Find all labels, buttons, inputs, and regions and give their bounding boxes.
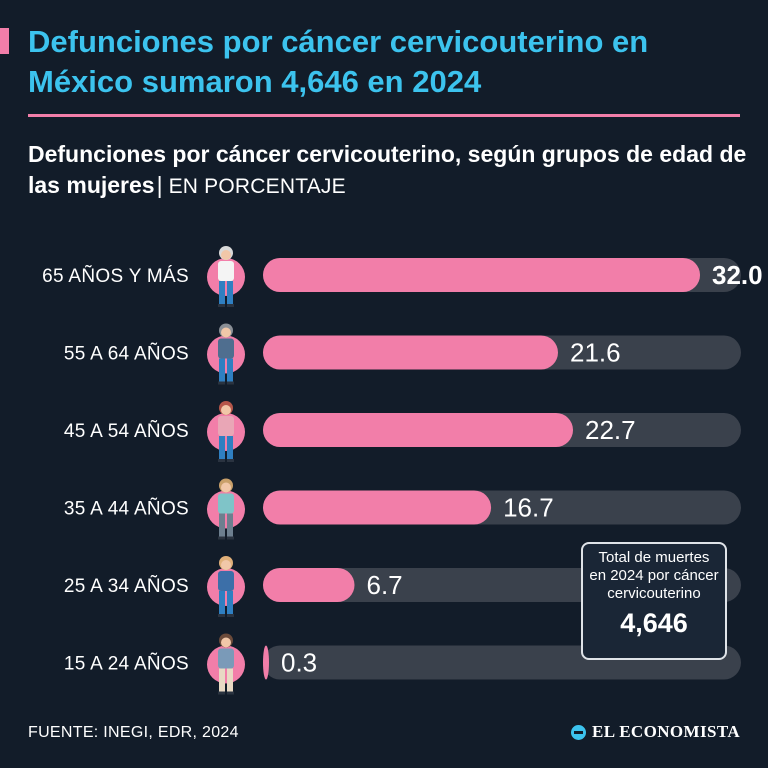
value-label: 16.7 — [503, 493, 554, 523]
category-label: 65 AÑOS Y MÁS — [42, 265, 189, 287]
category-label: 15 A 24 AÑOS — [64, 653, 189, 675]
woman-25-34-icon — [207, 556, 245, 617]
bar — [263, 645, 269, 680]
unit-label: EN PORCENTAJE — [168, 175, 346, 198]
brand-name: EL ECONOMISTA — [592, 722, 740, 741]
category-label: 35 A 44 AÑOS — [64, 498, 189, 520]
woman-65-plus-icon — [207, 246, 245, 307]
chart-subtitle: Defunciones por cáncer cervicouterino, s… — [28, 139, 758, 202]
value-label: 32.0 — [712, 260, 763, 290]
bar — [263, 258, 701, 292]
woman-15-24-icon — [207, 633, 245, 695]
category-label: 45 A 54 AÑOS — [64, 420, 189, 442]
subtitle-separator: | — [156, 172, 163, 198]
title-accent-mark — [0, 28, 9, 54]
brand-logo: EL ECONOMISTA — [571, 722, 740, 742]
category-label: 25 A 34 AÑOS — [64, 575, 189, 597]
value-label: 6.7 — [367, 570, 403, 600]
bar — [263, 413, 574, 447]
total-callout: Total de muertes en 2024 por cáncer cerv… — [581, 542, 727, 660]
woman-45-54-icon — [207, 401, 245, 462]
bar — [263, 568, 355, 602]
bar — [263, 335, 558, 370]
title-divider — [28, 114, 740, 117]
value-label: 22.7 — [585, 415, 636, 445]
category-label: 55 A 64 AÑOS — [64, 343, 189, 365]
brand-icon — [571, 724, 586, 740]
source-note: FUENTE: INEGI, EDR, 2024 — [28, 724, 239, 741]
chart-subtitle-text: Defunciones por cáncer cervicouterino, s… — [28, 141, 747, 198]
value-label: 0.3 — [281, 648, 317, 678]
value-label: 21.6 — [570, 338, 621, 368]
bar — [263, 490, 492, 525]
total-callout-text: Total de muertes en 2024 por cáncer cerv… — [589, 549, 719, 602]
woman-55-64-icon — [207, 323, 245, 385]
woman-35-44-icon — [207, 478, 245, 540]
page-title: Defunciones por cáncer cervicouterino en… — [28, 24, 649, 99]
total-callout-value: 4,646 — [620, 608, 688, 638]
